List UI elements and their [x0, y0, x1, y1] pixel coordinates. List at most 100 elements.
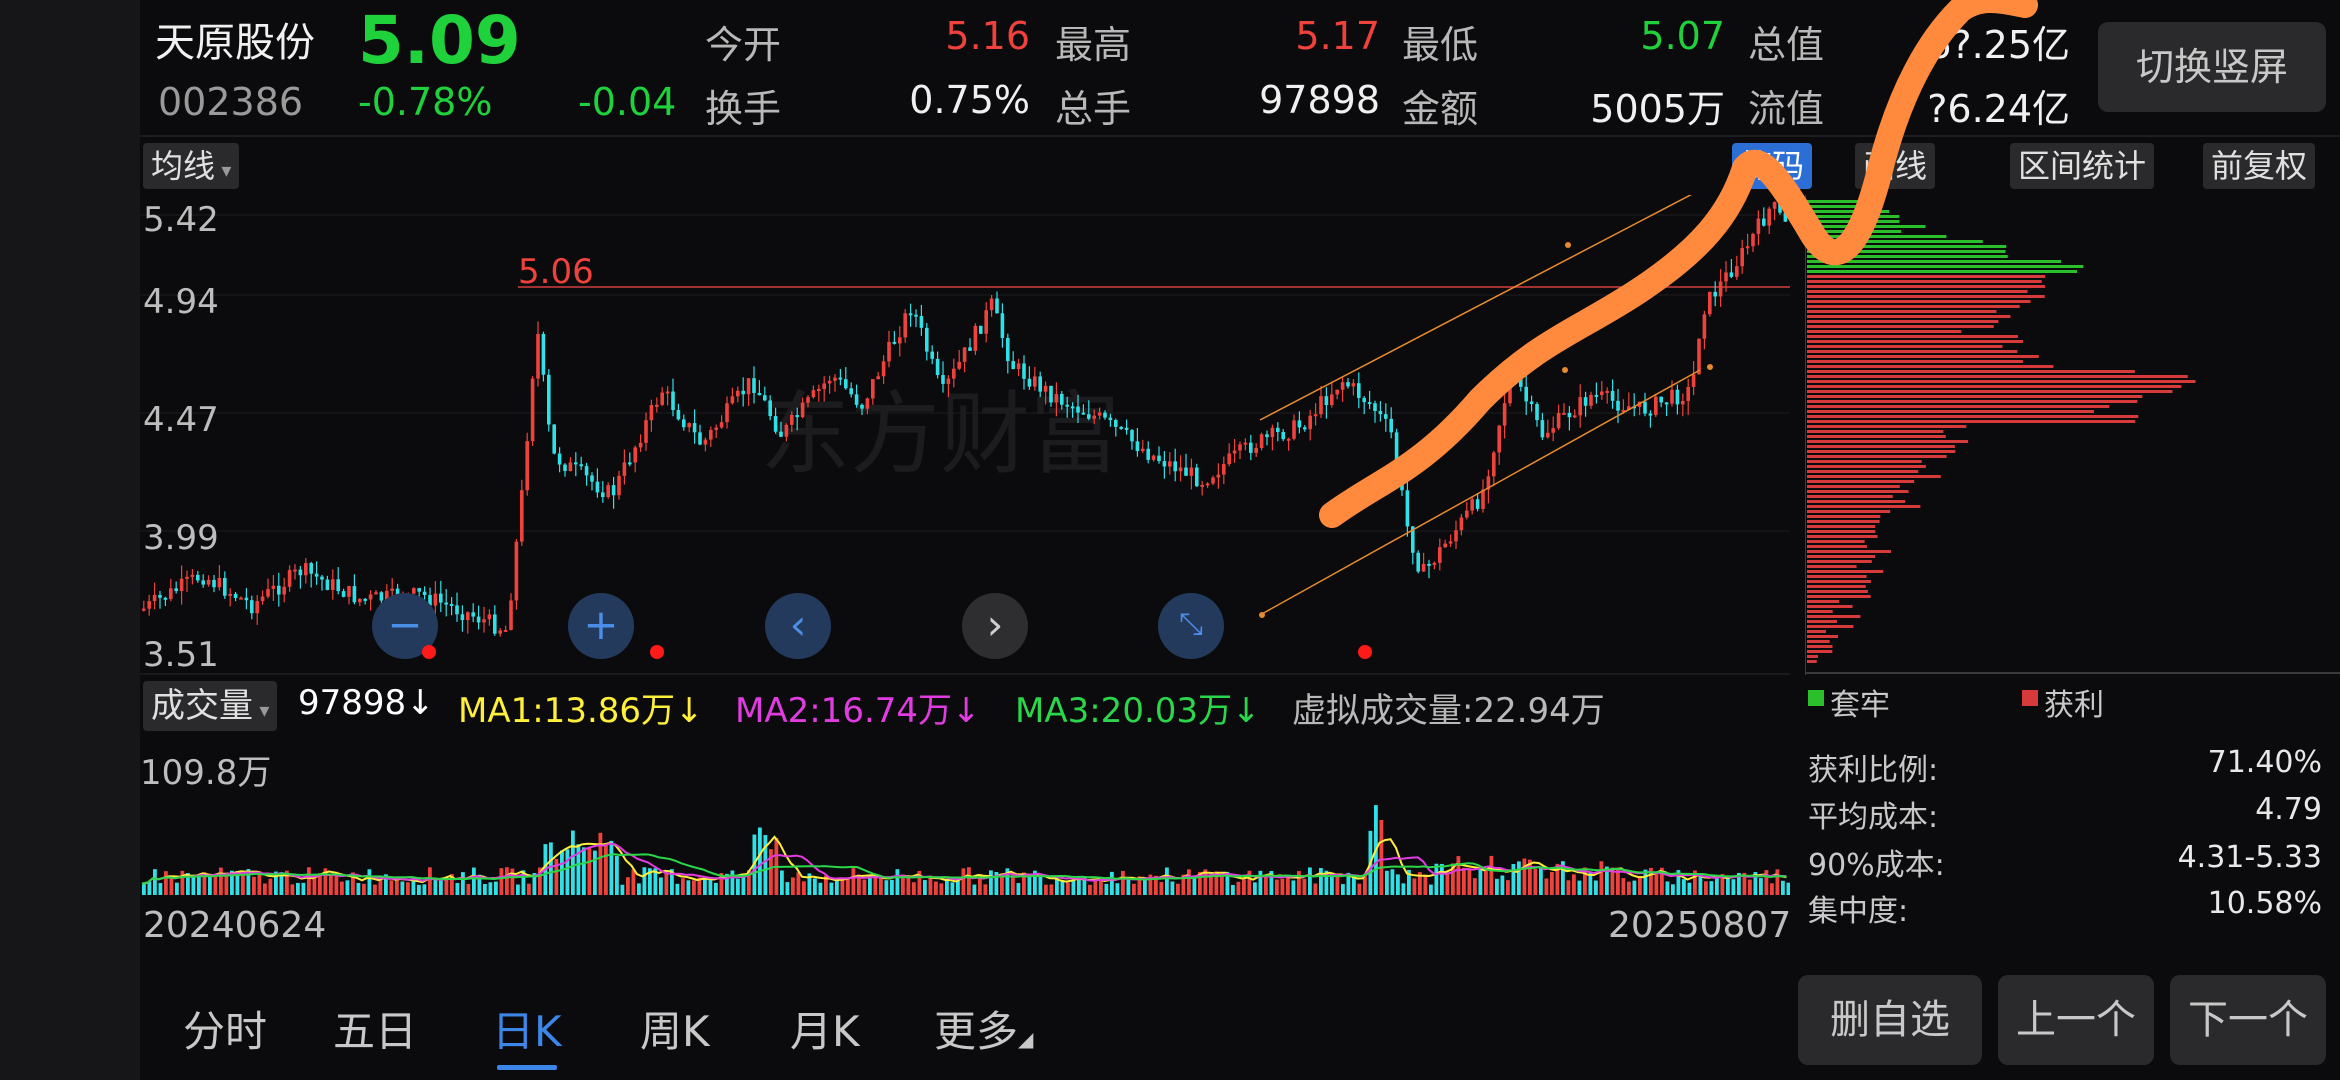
volume-bar [1258, 870, 1263, 895]
candle-body [779, 431, 783, 437]
channel-anchor[interactable] [1562, 367, 1568, 373]
candle-body [493, 614, 497, 634]
candle-body [1600, 391, 1604, 396]
candle-body [989, 298, 994, 311]
next-stock-button[interactable]: 下一个 [2170, 975, 2326, 1065]
volume-bar [862, 879, 867, 895]
previous-stock-button[interactable]: 上一个 [1998, 975, 2154, 1065]
candle-body [1065, 404, 1069, 407]
volume-bar [571, 830, 575, 895]
volume-dropdown-label: 成交量 [151, 686, 253, 726]
chip-bar [1807, 365, 2054, 368]
volume-chart[interactable] [140, 735, 1790, 897]
volume-bar [213, 876, 218, 895]
volume-bar [186, 873, 190, 895]
candle-body [622, 462, 627, 476]
candle-body [908, 313, 913, 316]
volume-bar [549, 842, 553, 895]
volume-bar [334, 871, 339, 895]
candle-body [698, 432, 702, 445]
chip-bar [1807, 285, 2045, 288]
candle-body [752, 378, 756, 393]
tab-monthly-k[interactable]: 月K [790, 1007, 860, 1056]
start-date: 20240624 [143, 905, 327, 946]
volume-bar [230, 870, 234, 895]
candle-body [1006, 337, 1010, 362]
tab-weekly-k[interactable]: 周K [640, 1007, 710, 1056]
float-cap-value: ?6.24亿 [1927, 87, 2070, 131]
chip-bar [1807, 300, 2031, 303]
chip-bar [1807, 475, 1941, 478]
volume-bar [488, 882, 493, 895]
chip-bar [1807, 615, 1861, 618]
volume-dropdown[interactable]: 成交量 ▾ [143, 681, 278, 731]
volume-bar [989, 870, 993, 895]
chips-button[interactable]: 筹码 [1732, 143, 1813, 189]
high-label: 最高 [1055, 23, 1132, 67]
scroll-left-button[interactable]: ‹ [765, 593, 831, 659]
candle-body [725, 403, 729, 423]
concentration-value: 10.58% [2207, 886, 2322, 921]
chip-bar [1807, 265, 2084, 268]
end-date: 20250807 [1608, 905, 1792, 946]
candle-body [876, 376, 880, 380]
chip-bar [1807, 625, 1854, 628]
candle-body [1519, 370, 1523, 387]
volume-bar [1291, 880, 1296, 895]
candle-body [817, 389, 821, 392]
candle-body [1254, 447, 1258, 453]
volume-bar [422, 884, 427, 895]
chip-bar [1807, 440, 1969, 443]
zoom-in-button[interactable]: + [568, 593, 634, 659]
volume-bar [1616, 868, 1620, 895]
volume-bar [1786, 882, 1790, 895]
candle-body [1394, 432, 1399, 467]
candle-body [1265, 434, 1269, 438]
volume-bar [1121, 871, 1125, 895]
volume-bar [340, 881, 344, 895]
ma-dropdown[interactable]: 均线 ▾ [143, 143, 240, 189]
volume-bar [307, 867, 311, 895]
chip-bar [1807, 405, 2110, 408]
volume-bar [983, 884, 988, 895]
tab-five-day[interactable]: 五日 [333, 1007, 418, 1056]
tab-intraday[interactable]: 分时 [183, 1007, 268, 1056]
candle-body [1168, 461, 1172, 467]
draw-line-button[interactable]: 画线 [1855, 143, 1936, 189]
volume-bar [433, 878, 438, 895]
collapse-button[interactable]: ⤡ [1158, 593, 1224, 659]
caret-down-icon: ▾ [215, 158, 232, 182]
volume-bar [1082, 876, 1087, 895]
candle-body [1070, 406, 1075, 409]
scroll-right-button[interactable]: › [962, 593, 1028, 659]
channel-anchor[interactable] [1259, 612, 1265, 618]
candle-body [1022, 363, 1026, 379]
candle-body [309, 563, 313, 574]
profit-ratio-label: 获利比例: [1808, 753, 1939, 788]
volume-bar [455, 882, 460, 895]
channel-anchor[interactable] [1707, 364, 1713, 370]
candle-body [703, 439, 708, 445]
chip-bar [1807, 525, 1876, 528]
tab-daily-k[interactable]: 日K [492, 1007, 562, 1056]
volume-bar [1467, 869, 1472, 895]
candle-body [1702, 314, 1707, 339]
chip-bar [1807, 585, 1866, 588]
remove-watchlist-button[interactable]: 删自选 [1798, 975, 1982, 1065]
concentration-label: 集中度: [1808, 894, 1909, 929]
range-stats-button[interactable]: 区间统计 [2010, 143, 2155, 189]
switch-portrait-button[interactable]: 切换竖屏 [2098, 22, 2326, 112]
candle-body [1060, 393, 1064, 405]
channel-anchor[interactable] [1565, 242, 1571, 248]
candle-body [293, 569, 297, 572]
volume-bar [1027, 874, 1032, 895]
volume-bar [329, 875, 333, 895]
tab-more[interactable]: 更多◢ [934, 998, 1033, 1059]
candle-body [844, 379, 848, 389]
candle-body [487, 614, 492, 620]
candle-body [741, 390, 745, 395]
candle-body [358, 598, 362, 603]
volume-bar [868, 876, 872, 895]
candle-body [1729, 272, 1734, 277]
forward-adjust-button[interactable]: 前复权 [2203, 143, 2316, 189]
